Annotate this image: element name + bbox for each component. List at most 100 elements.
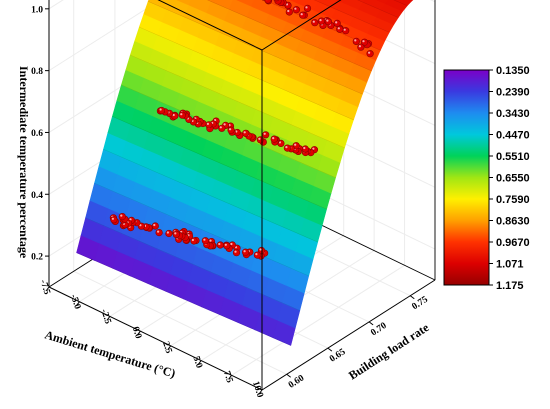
scatter-point [218,124,226,132]
scatter-point-highlight [214,119,217,122]
y-axis-tick [286,373,292,378]
scatter-point-highlight [312,20,315,23]
scatter-point-highlight [278,141,281,144]
scatter-point [333,19,341,28]
scatter-point [242,129,250,137]
x-axis-tick [45,286,50,292]
scatter-point [292,6,301,14]
scatter-point-highlight [209,239,212,242]
scatter-point-highlight [272,137,275,140]
y-axis-tick [368,321,374,326]
z-tick-label: 0.4 [31,191,43,201]
x-tick-label: 0.0 [130,326,143,341]
surface-patch [376,0,389,4]
scatter-point-highlight [287,9,290,13]
z-tick-label: 0.8 [31,67,43,77]
box-front-edge [48,286,263,391]
y-tick-label: 0.70 [369,321,389,339]
scatter-point-highlight [294,143,297,146]
surface-mesh-line [207,0,372,71]
scatter-point-highlight [285,146,288,149]
colorbar: 0.1350 0.2390 0.3430 0.4470 0.5510 0.6550 0.75… [443,65,530,292]
colorbar-label: 0.1350 [496,65,530,77]
scatter-point-highlight [258,137,261,140]
surface-mesh-line [314,0,390,33]
y-tick-label: 0.60 [287,373,307,391]
grid-line-z [48,0,162,72]
scatter-point-highlight [326,19,329,22]
x-axis: -7.5 -5.0 -2.5 0.0 2.5 5.0 7.5 10.0 [37,279,264,400]
scatter-point-highlight [159,108,162,111]
scatter-point [178,111,186,119]
scatter-point [223,242,231,250]
scatter-point-highlight [312,147,315,150]
surface-mesh-line [139,26,354,120]
scatter-point [285,8,293,16]
scatter-point [352,37,360,46]
x-axis-tick [136,330,141,336]
scatter-point [303,4,312,12]
scatter-point [336,25,344,33]
x-tick-label: -2.5 [98,308,112,326]
scatter-point-highlight [362,40,365,43]
x-tick-label: 5.0 [191,355,204,370]
scatter-point-highlight [191,238,194,242]
scatter-point-highlight [294,7,297,10]
scatter-point-highlight [335,21,338,24]
x-axis-tick [76,301,80,307]
scatter-point [264,0,272,4]
colorbar-label: 0.8630 [496,216,530,228]
scatter-point [242,248,250,256]
x-tick-label: 10.0 [250,380,265,399]
surface-patch [408,0,414,2]
scatter-point-highlight [229,128,232,131]
scatter-point [270,135,278,143]
box-front-edge [261,279,436,391]
scatter-point-highlight [235,130,238,133]
scatter-point-highlight [203,238,206,241]
surface-patch [236,0,254,7]
surface-mesh-line [112,116,327,210]
surface-mesh-line [94,183,309,277]
scatter-point-highlight [255,253,258,256]
colorbar-label: 1.071 [496,259,524,271]
scatter-point [256,136,265,144]
colorbar-label: 0.9670 [496,237,530,249]
scatter-point-highlight [180,113,183,116]
scatter-point-highlight [129,218,132,221]
surface-patch [313,0,320,2]
scatter-point-highlight [358,45,361,48]
z-tick-label: 0.2 [31,253,43,263]
y-axis-tick [327,347,333,352]
surface-patch [357,0,365,3]
colorbar-label: 0.7590 [496,194,530,206]
surface-patch [176,0,191,6]
surface-patch [289,0,298,3]
scatter-point-highlight [157,230,160,233]
box-front-edge [261,0,342,51]
y-tick-label: 0.75 [410,295,430,313]
x-tick-label: 2.5 [160,340,173,355]
scatter-point [253,251,261,259]
surface-mesh-line [76,252,291,346]
x-axis-tick [228,374,232,380]
scatter-point-highlight [354,39,357,42]
colorbar-label: 0.2390 [496,87,530,99]
scatter-point [172,230,180,238]
scatter-point-highlight [337,27,340,30]
grid-line-x [231,264,405,376]
scatter-point [357,43,365,51]
scatter-points [109,0,374,260]
scatter-point-highlight [303,146,306,150]
x-tick-label: -5.0 [68,293,82,311]
scatter-point [165,229,173,238]
scatter-point-highlight [259,248,262,251]
scatter-point [283,144,292,152]
scatter-point [205,121,213,129]
grid-line-y [73,270,287,375]
scatter-point-highlight [343,28,346,31]
surface-mesh-line [357,0,399,18]
box-front-edge [157,0,263,51]
scatter-point-highlight [219,126,222,129]
